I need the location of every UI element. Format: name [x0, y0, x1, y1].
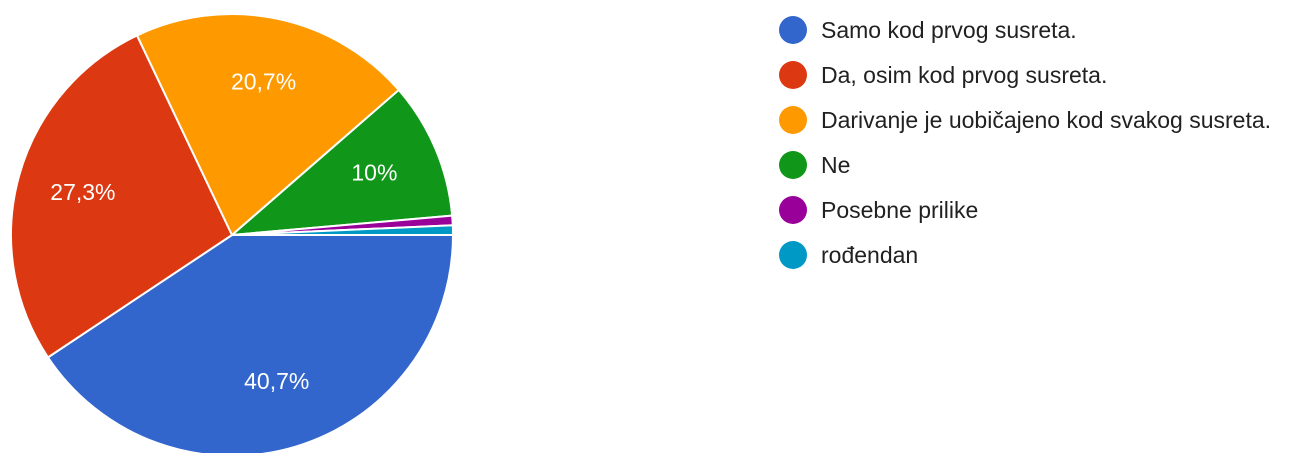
pie: 40,7% 27,3% 20,7% 10%	[10, 13, 455, 453]
legend-label: rođendan	[821, 242, 919, 268]
legend-label: Ne	[821, 152, 851, 178]
pie-slice	[231, 224, 455, 236]
pie-slice	[229, 88, 454, 237]
legend-entry: Da, osim kod prvog susreta.	[779, 57, 1284, 93]
legend-label: Posebne prilike	[821, 197, 979, 223]
legend-entry: Posebne prilike	[779, 192, 1284, 228]
legend-label: Samo kod prvog susreta.	[821, 17, 1077, 43]
legend-swatch	[779, 106, 807, 134]
legend-label: Da, osim kod prvog susreta.	[821, 62, 1108, 88]
pie-slice	[46, 234, 455, 453]
slice-label: 20,7%	[231, 69, 296, 95]
legend-entry: Darivanje je uobičajeno kod svakog susre…	[779, 102, 1284, 138]
legend-swatch	[779, 241, 807, 269]
pie-slice	[10, 34, 234, 359]
legend: Samo kod prvog susreta. Da, osim kod prvo…	[779, 12, 1284, 282]
legend-entry: Samo kod prvog susreta.	[779, 12, 1284, 48]
legend-label: Darivanje je uobičajeno kod svakog susre…	[821, 107, 1272, 133]
legend-swatch	[779, 196, 807, 224]
slice-label: 40,7%	[244, 368, 309, 394]
slice-label: 27,3%	[50, 179, 115, 205]
pie-slice	[135, 13, 401, 237]
legend-entry: Ne	[779, 147, 1284, 183]
legend-entry: rođendan	[779, 237, 1284, 273]
slice-label: 10%	[351, 160, 397, 186]
legend-swatch	[779, 61, 807, 89]
legend-swatch	[779, 151, 807, 179]
legend-swatch	[779, 16, 807, 44]
